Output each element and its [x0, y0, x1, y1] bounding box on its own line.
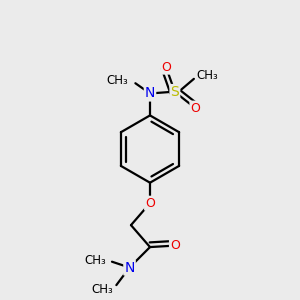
Text: CH₃: CH₃ [106, 74, 128, 87]
Text: O: O [161, 61, 171, 74]
Text: N: N [145, 86, 155, 100]
Text: O: O [145, 197, 155, 210]
Text: CH₃: CH₃ [84, 254, 106, 267]
Text: N: N [124, 260, 135, 274]
Text: S: S [170, 85, 179, 99]
Text: CH₃: CH₃ [92, 283, 113, 296]
Text: CH₃: CH₃ [197, 69, 219, 82]
Text: O: O [190, 102, 200, 115]
Text: O: O [170, 239, 180, 252]
